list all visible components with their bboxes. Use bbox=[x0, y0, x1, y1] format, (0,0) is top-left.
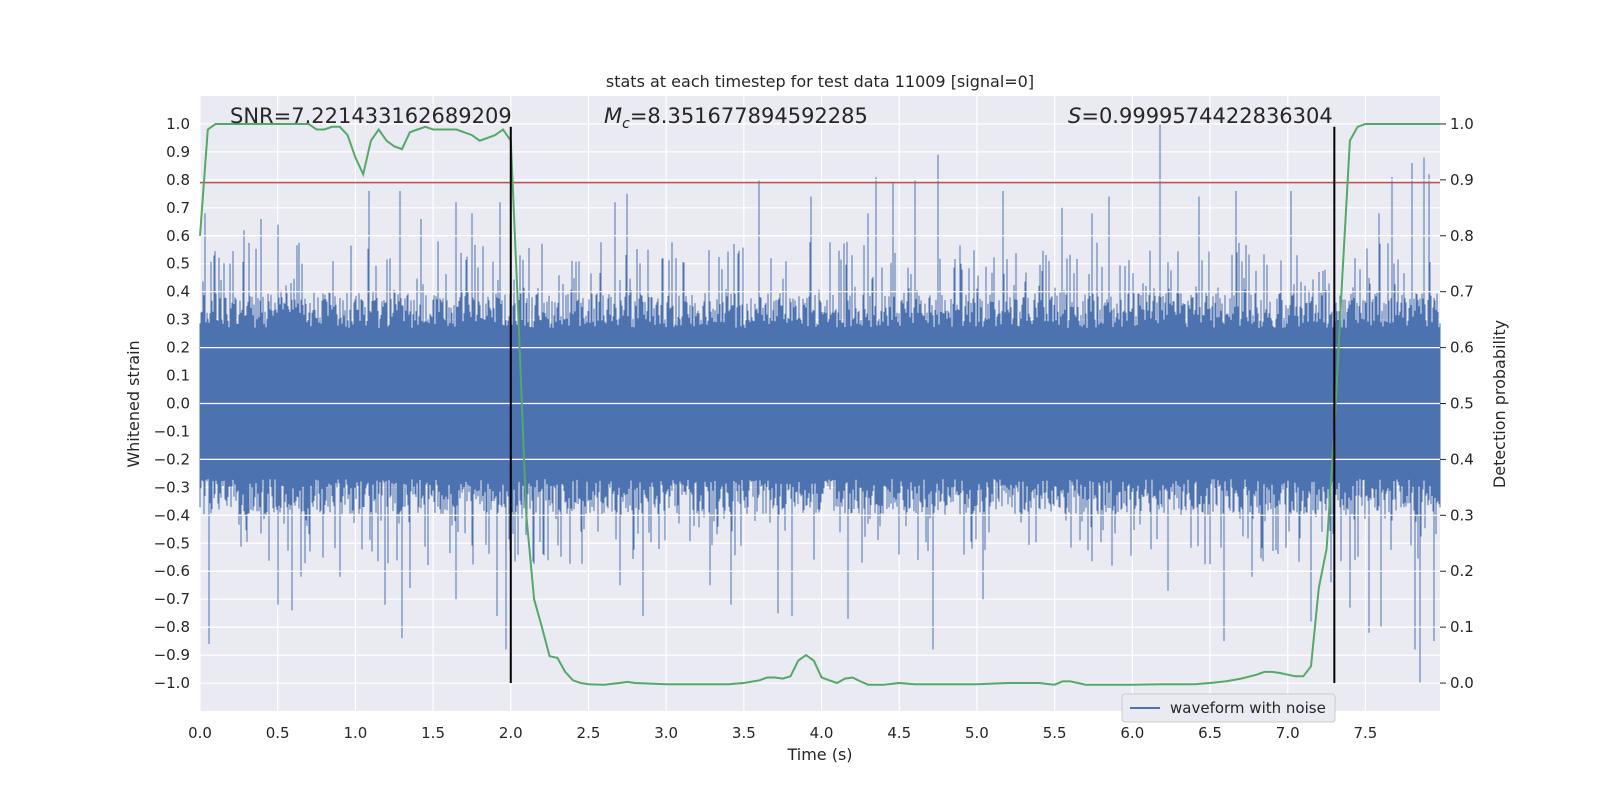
x-tick-label: 0.0 bbox=[188, 724, 212, 742]
x-tick-label: 1.5 bbox=[421, 724, 445, 742]
mc-value: =8.351677894592285 bbox=[630, 104, 868, 128]
x-tick-label: 1.0 bbox=[343, 724, 367, 742]
y-tick-label: −0.8 bbox=[154, 618, 190, 636]
y-tick-labels: −1.0 −0.9 −0.8 −0.7 −0.6 −0.5 −0.4 −0.3 −0.2 −0.1… bbox=[154, 115, 190, 692]
y2-tick-label: 0.4 bbox=[1450, 450, 1474, 468]
y-tick-label: 0.3 bbox=[166, 311, 190, 329]
chart-title: stats at each timestep for test data 110… bbox=[606, 72, 1034, 91]
y-tick-label: −0.9 bbox=[154, 646, 190, 664]
x-tick-labels: 0.0 0.5 1.0 1.5 2.0 2.5 3.0 3.5 4.0 4.5 5.0 5.5 6.0 6… bbox=[188, 724, 1377, 742]
y-tick-label: −0.7 bbox=[154, 590, 190, 608]
y2-gridlines bbox=[200, 123, 1440, 684]
mc-symbol: M bbox=[604, 104, 622, 128]
y-tick-label: −0.4 bbox=[154, 506, 190, 524]
y2-tick-label: 0.7 bbox=[1450, 283, 1474, 301]
y2-tick-labels: 0.0 0.1 0.2 0.3 0.4 0.5 0.6 0.7 0.8 0.9 1.0 bbox=[1440, 115, 1474, 692]
x-tick-label: 6.5 bbox=[1198, 724, 1222, 742]
y-tick-label: −0.2 bbox=[154, 450, 190, 468]
y2-tick-label: 0.2 bbox=[1450, 562, 1474, 580]
y-tick-label: 1.0 bbox=[166, 115, 190, 133]
x-tick-label: 3.0 bbox=[654, 724, 678, 742]
y2-axis-label: Detection probability bbox=[1490, 320, 1509, 488]
x-tick-label: 3.5 bbox=[732, 724, 756, 742]
y-tick-label: −0.3 bbox=[154, 478, 190, 496]
y-tick-label: 0.0 bbox=[166, 395, 190, 413]
y2-tick-label: 0.5 bbox=[1450, 395, 1474, 413]
x-tick-label: 7.5 bbox=[1353, 724, 1377, 742]
y-tick-label: −0.5 bbox=[154, 534, 190, 552]
legend: waveform with noise bbox=[1121, 693, 1336, 723]
y2-tick-label: 0.3 bbox=[1450, 506, 1474, 524]
x-tick-label: 6.0 bbox=[1120, 724, 1144, 742]
y-axis-label: Whitened strain bbox=[124, 340, 143, 467]
y-tick-label: −1.0 bbox=[154, 674, 190, 692]
y-tick-label: 0.2 bbox=[166, 339, 190, 357]
y-tick-label: 0.8 bbox=[166, 171, 190, 189]
chirp-mass-annotation: Mc=8.351677894592285 bbox=[604, 104, 868, 132]
x-tick-label: 7.0 bbox=[1276, 724, 1300, 742]
y-tick-label: 0.9 bbox=[166, 143, 190, 161]
y2-tick-label: 0.6 bbox=[1450, 339, 1474, 357]
snr-annotation: SNR=7.221433162689209 bbox=[230, 104, 512, 128]
y-tick-label: 0.4 bbox=[166, 283, 190, 301]
y-tick-label: −0.6 bbox=[154, 562, 190, 580]
y-tick-label: 0.5 bbox=[166, 255, 190, 273]
legend-box bbox=[1121, 693, 1336, 723]
x-tick-label: 4.0 bbox=[810, 724, 834, 742]
x-tick-label: 5.0 bbox=[965, 724, 989, 742]
y2-tick-label: 0.1 bbox=[1450, 618, 1474, 636]
event-markers bbox=[509, 126, 1336, 684]
y-tick-label: 0.6 bbox=[166, 227, 190, 245]
y2-tick-label: 1.0 bbox=[1450, 115, 1474, 133]
x-tick-label: 2.0 bbox=[499, 724, 523, 742]
y2-tick-label: 0.0 bbox=[1450, 674, 1474, 692]
s-symbol: S bbox=[1068, 104, 1081, 128]
score-annotation: S=0.9999574422836304 bbox=[1068, 104, 1333, 128]
s-value: =0.9999574422836304 bbox=[1081, 104, 1332, 128]
y2-tick-label: 0.8 bbox=[1450, 227, 1474, 245]
x-tick-label: 0.5 bbox=[266, 724, 290, 742]
y-tick-label: −0.1 bbox=[154, 422, 190, 440]
y-tick-label: 0.1 bbox=[166, 367, 190, 385]
x-tick-label: 4.5 bbox=[887, 724, 911, 742]
detection-probability-line bbox=[199, 123, 1440, 686]
x-tick-label: 2.5 bbox=[577, 724, 601, 742]
mc-subscript: c bbox=[622, 116, 630, 132]
x-tick-label: 5.5 bbox=[1043, 724, 1067, 742]
y-tick-label: 0.7 bbox=[166, 199, 190, 217]
x-axis-label: Time (s) bbox=[786, 745, 852, 764]
y2-tick-label: 0.9 bbox=[1450, 171, 1474, 189]
legend-label: waveform with noise bbox=[1170, 699, 1326, 717]
